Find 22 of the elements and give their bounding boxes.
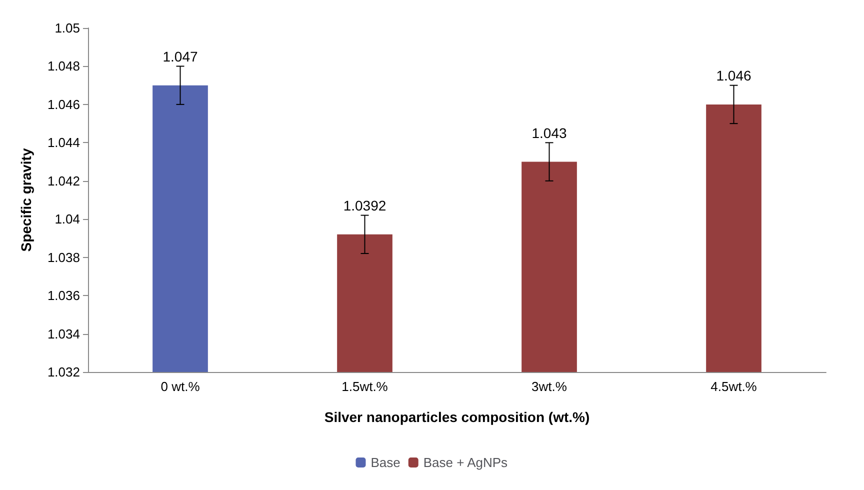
x-axis-title: Silver nanoparticles composition (wt.%) [324, 409, 590, 425]
y-tick-label: 1.04 [54, 212, 80, 227]
y-tick-label: 1.046 [47, 96, 80, 112]
data-label: 1.047 [162, 48, 198, 64]
legend-label: Base + AgNPs [423, 455, 508, 470]
data-label: 1.046 [716, 67, 752, 84]
data-label: 1.0392 [343, 197, 386, 214]
y-tick-label: 1.036 [47, 288, 80, 304]
legend-label: Base [370, 455, 400, 470]
y-tick-label: 1.034 [47, 326, 80, 342]
x-tick-label: 3wt.% [532, 379, 568, 394]
y-tick-label: 1.05 [54, 20, 80, 36]
y-tick-label: 1.044 [47, 135, 80, 150]
y-tick-label: 1.038 [47, 250, 80, 265]
x-tick-label: 4.5wt.% [710, 379, 758, 394]
y-axis-title: Specific gravity [18, 148, 34, 252]
y-tick-label: 1.032 [47, 364, 80, 380]
data-label: 1.043 [532, 124, 567, 141]
x-tick-label: 1.5wt.% [342, 379, 388, 394]
y-tick-label: 1.048 [47, 58, 80, 74]
x-tick-label: 0 wt.% [160, 379, 200, 394]
y-tick-label: 1.042 [47, 173, 80, 188]
